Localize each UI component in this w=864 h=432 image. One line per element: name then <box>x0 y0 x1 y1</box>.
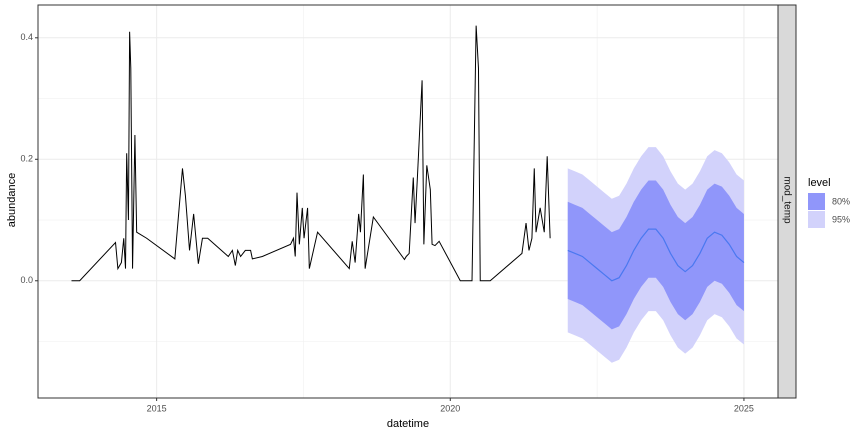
x-axis-title: datetime <box>387 418 429 430</box>
legend-title: level <box>808 177 831 189</box>
strip-label: mod_temp <box>781 176 792 224</box>
observed-line <box>71 25 551 282</box>
y-tick-label: 0.2 <box>20 154 33 164</box>
y-tick-label: 0.0 <box>20 275 33 285</box>
plot-area <box>38 5 778 398</box>
y-tick-label: 0.4 <box>20 32 33 42</box>
legend-label: 80% <box>832 196 850 206</box>
interval-band <box>567 180 744 330</box>
x-tick-label: 2025 <box>734 403 754 413</box>
x-tick-label: 2020 <box>440 403 460 413</box>
legend-key <box>808 193 825 210</box>
y-axis-title: abundance <box>6 173 18 227</box>
x-tick-label: 2015 <box>147 403 167 413</box>
legend-label: 95% <box>832 214 850 224</box>
strip <box>777 4 797 399</box>
legend: 80% 95% <box>808 193 850 228</box>
legend-key <box>808 211 825 228</box>
forecast-line <box>567 228 745 282</box>
